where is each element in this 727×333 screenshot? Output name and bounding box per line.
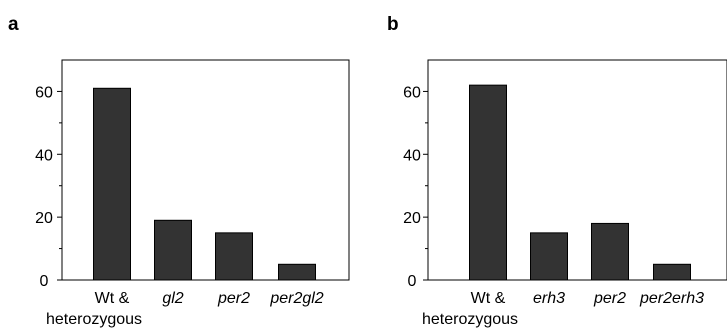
y-tick-label: 60 — [403, 84, 421, 101]
x-category-label: Wt & — [471, 290, 506, 307]
x-category-label: gl2 — [162, 290, 183, 307]
x-category-label: per2erh3 — [639, 290, 704, 307]
bar — [530, 232, 568, 281]
panel-letter: a — [8, 14, 19, 35]
bar — [469, 84, 507, 281]
chart-panel-b: b 0 20 40 60 Wt & heterozygous erh3 per2 per2erh3 — [387, 14, 727, 328]
bar — [653, 263, 691, 281]
x-category-label: per2 — [593, 290, 626, 307]
y-tick-label: 40 — [403, 147, 421, 164]
plot-frame — [61, 59, 350, 281]
y-tick-label: 40 — [35, 147, 53, 164]
bar — [591, 222, 629, 281]
bar — [93, 87, 131, 281]
bar — [278, 263, 316, 281]
x-category-label: Wt & — [95, 290, 130, 307]
chart-panel-a: a 0 20 40 60 Wt & heterozygous gl2 per2 per2gl2 — [8, 14, 350, 328]
y-tick-label: 20 — [35, 210, 53, 227]
bar — [215, 232, 253, 281]
x-category-label: per2gl2 — [269, 290, 323, 307]
y-tick-label: 20 — [403, 210, 421, 227]
y-tick-label: 0 — [408, 273, 417, 290]
plot-frame — [427, 59, 727, 281]
x-category-label: per2 — [217, 290, 250, 307]
y-tick-label: 60 — [35, 84, 53, 101]
x-category-label: erh3 — [533, 290, 565, 307]
x-category-label-line2: heterozygous — [46, 311, 142, 328]
x-category-label-line2: heterozygous — [422, 311, 518, 328]
panel-letter: b — [387, 14, 399, 35]
bar — [154, 219, 192, 281]
y-tick-label: 0 — [40, 273, 49, 290]
